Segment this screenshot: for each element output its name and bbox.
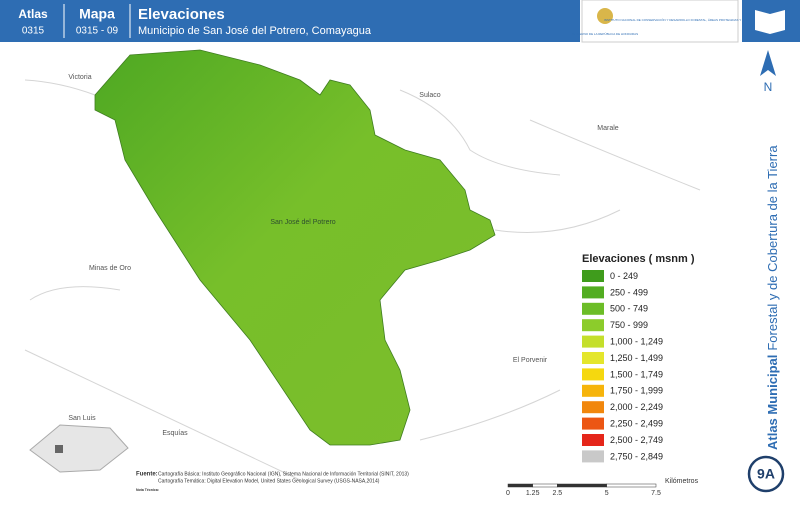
legend-label: 250 - 499 [610,287,648,297]
legend-title: Elevaciones ( msnm ) [582,253,695,265]
logo-text: GOBIERNO DE LA REPÚBLICA DE HONDURAS [572,31,638,36]
municipality [94,49,496,446]
legend-label: 2,000 - 2,249 [610,402,663,412]
scale-segment [606,483,657,488]
note-label: Nota Técnica: [136,488,159,492]
legend-swatch [582,319,604,332]
legend-swatch [582,384,604,397]
legend-label: 2,750 - 2,849 [610,451,663,461]
place-label: Minas de Oro [89,265,131,272]
scale-segment [557,483,607,488]
legend-swatch [582,352,604,364]
map-label: Mapa [79,6,115,22]
place-label: San José del Potrero [270,219,335,226]
scale-tick: 7.5 [651,490,661,497]
logo-text: INSTITUTO NACIONAL DE CONSERVACIÓN Y DES… [604,17,766,22]
map-title: Elevaciones [138,6,225,23]
scale-segment [532,483,558,488]
map-subtitle: Municipio de San José del Potrero, Comay… [138,25,372,37]
legend: 0 - 249 250 - 499 500 - 749 750 - 999 1,000 … [582,270,663,463]
page-badge [747,455,785,493]
place-label: San Luis [68,415,96,422]
atlas-label: Atlas [18,7,48,21]
north-label: N [764,80,773,94]
side-title: Atlas Municipal Forestal y de Cobertura d… [765,145,780,450]
place-label: El Porvenir [513,357,548,364]
scale-tick: 2.5 [552,490,562,497]
legend-label: 2,250 - 2,499 [610,418,663,428]
legend-swatch [582,302,604,315]
inset-map [29,424,129,473]
book-icon [755,10,785,34]
legend-label: 1,750 - 1,999 [610,386,663,396]
legend-swatch [582,270,604,282]
logo-icon [597,8,613,24]
legend-label: 1,500 - 1,749 [610,369,663,379]
legend-swatch [582,368,604,381]
place-label: Sulaco [419,92,441,99]
place-label: Victoria [68,74,91,81]
scale-tick: 1.25 [526,490,540,497]
source-line: Cartografía Básica: Instituto Geográfico… [158,471,409,477]
place-label: Esquías [162,430,188,437]
legend-label: 1,000 - 1,249 [610,336,663,346]
legend-swatch [582,417,604,430]
source-label: Fuente: [136,472,158,478]
legend-swatch [582,401,604,414]
inset-location [55,445,63,453]
header-bar [0,0,580,42]
scale-segment [507,483,533,488]
place-label: Marale [597,125,619,132]
legend-label: 500 - 749 [610,304,648,314]
north-arrow [760,50,776,76]
atlas-code: 0315 [22,26,45,37]
legend-label: 1,250 - 1,499 [610,353,663,363]
map-code: 0315 - 09 [76,26,119,37]
roads [24,79,701,481]
side-title-bold: Atlas Municipal [765,355,780,450]
legend-swatch [582,434,604,446]
scale-tick: 0 [506,490,510,497]
legend-label: 2,500 - 2,749 [610,435,663,445]
source-line: Cartografía Temática: Digital Elevation … [158,478,380,484]
side-title-rest: Forestal y de Cobertura de la Tierra [765,145,780,351]
scale-bar: 0 1.25 2.5 5 7.5 [506,483,661,497]
legend-swatch [582,286,604,299]
page-number: 9A [757,466,775,482]
legend-label: 0 - 249 [610,271,638,281]
scale-unit: Kilómetros [665,478,699,485]
legend-label: 750 - 999 [610,320,648,330]
legend-swatch [582,450,604,463]
legend-swatch [582,335,604,348]
scale-tick: 5 [605,490,609,497]
